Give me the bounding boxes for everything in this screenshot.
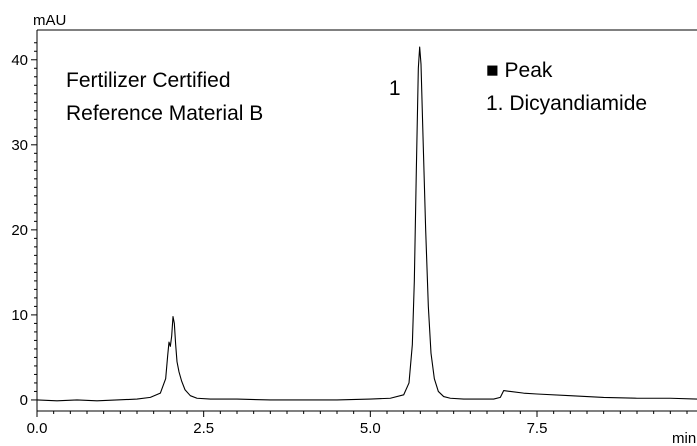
legend-title: ■ Peak xyxy=(486,59,553,82)
x-tick-label: 2.5 xyxy=(193,420,214,437)
chromatogram-trace xyxy=(36,46,697,402)
plot-area: 0 10 20 30 40 0.0 2.5 5.0 7.5 xyxy=(11,29,697,437)
y-tick-label: 20 xyxy=(11,222,28,239)
x-axis-unit-label: min xyxy=(672,430,696,446)
peak-label-1: 1 xyxy=(389,77,401,100)
legend-entry-dicyandiamide: 1. Dicyandiamide xyxy=(486,92,647,115)
y-tick-label: 10 xyxy=(11,307,28,324)
sample-annotation-line2: Reference Material B xyxy=(66,102,263,125)
x-tick-label: 7.5 xyxy=(527,420,548,437)
y-axis-ticks: 0 10 20 30 40 xyxy=(11,42,37,409)
x-tick-label: 5.0 xyxy=(360,420,381,437)
y-axis-unit-label: mAU xyxy=(33,12,66,29)
y-tick-label: 40 xyxy=(11,52,28,69)
y-tick-label: 30 xyxy=(11,137,28,154)
x-tick-label: 0.0 xyxy=(27,420,48,437)
legend: ■ Peak 1. Dicyandiamide xyxy=(486,59,647,115)
y-tick-label: 0 xyxy=(20,392,28,409)
sample-annotation-line1: Fertilizer Certified xyxy=(66,69,231,92)
x-axis-ticks: 0.0 2.5 5.0 7.5 xyxy=(27,411,688,437)
